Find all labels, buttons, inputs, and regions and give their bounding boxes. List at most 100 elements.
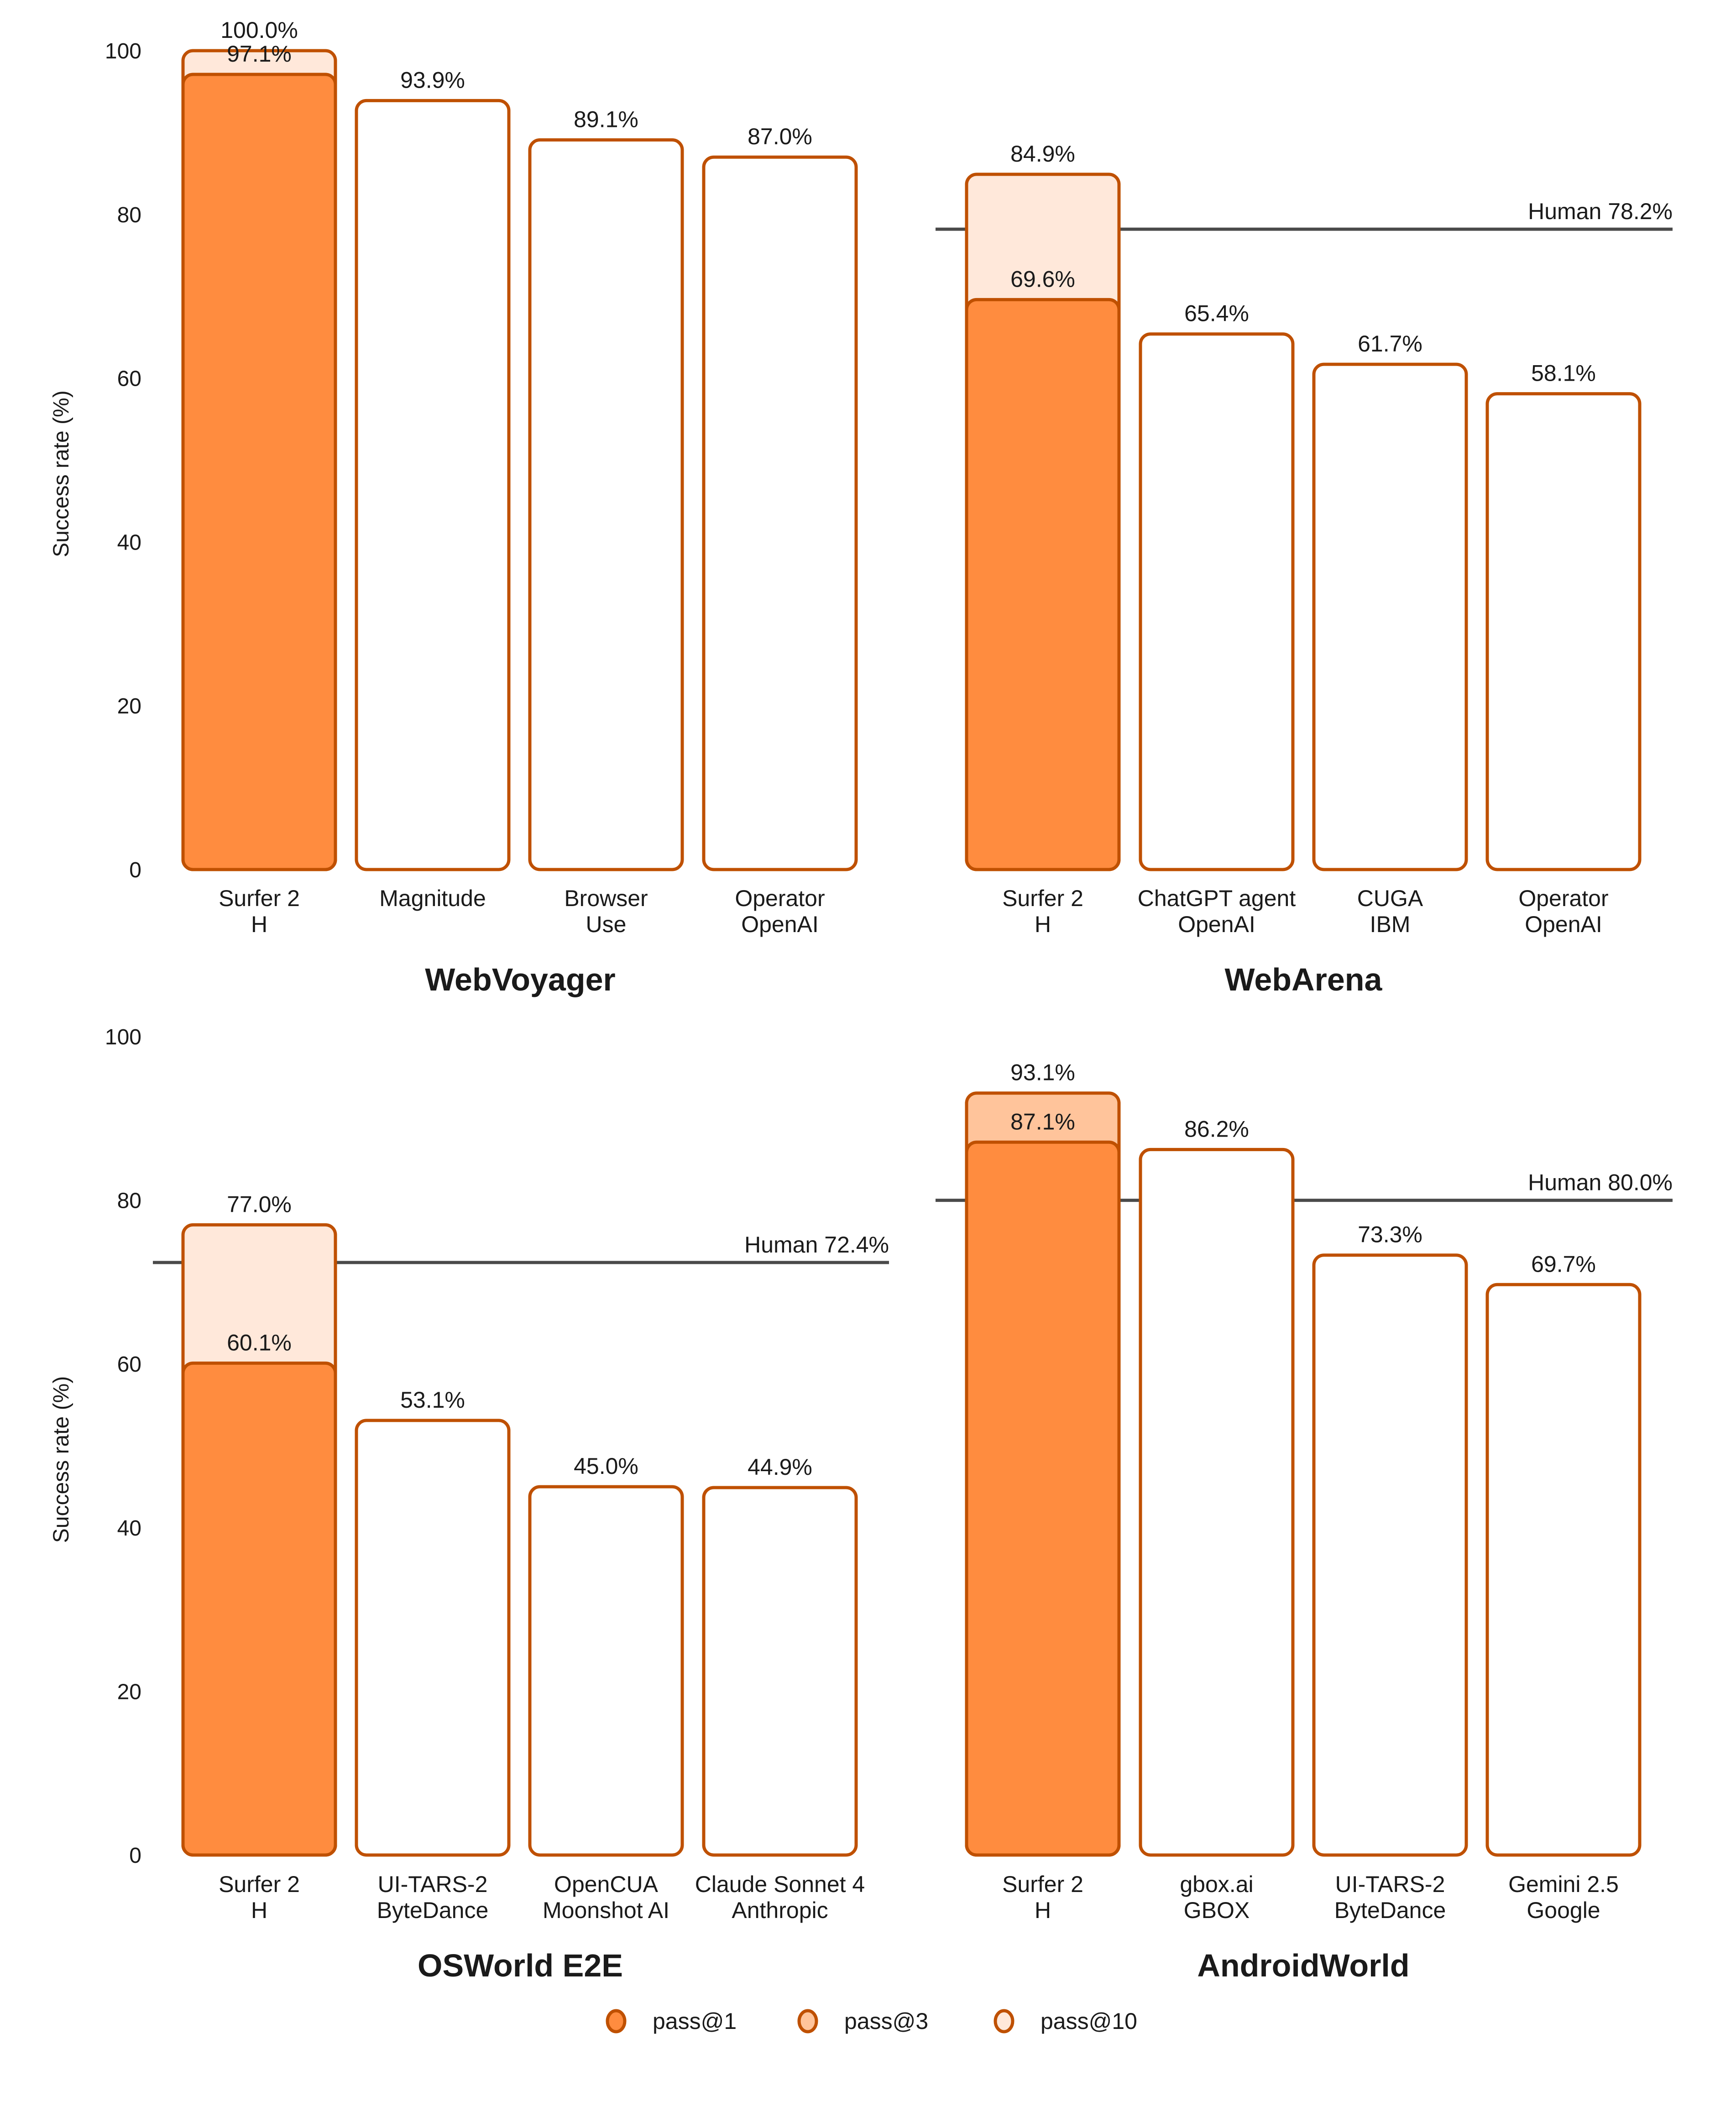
x-tick-label-org: Moonshot AI <box>543 1897 669 1923</box>
x-tick-label-name: Gemini 2.5 <box>1508 1871 1619 1897</box>
bar-baseline <box>528 1485 684 1857</box>
y-axis-label: Success rate (%) <box>49 1376 73 1543</box>
x-tick-label-org: IBM <box>1370 912 1411 937</box>
x-tick-label-org: Use <box>586 912 627 937</box>
bar-baseline <box>1485 392 1642 871</box>
legend: pass@1 pass@3 pass@10 <box>606 2008 1137 2034</box>
chart-title: OSWorld E2E <box>418 1948 623 1983</box>
chart-title: WebVoyager <box>425 962 616 997</box>
chart-title: AndroidWorld <box>1197 1948 1409 1983</box>
x-tick-label-name: CUGA <box>1357 886 1423 911</box>
x-tick-label-name: Surfer 2 <box>1002 1871 1083 1897</box>
bar-baseline <box>1139 332 1295 871</box>
chart-panel-webarena: 69.6% 84.9% 65.4% 61.7% 58.1% Human 78.2% Surf… <box>936 141 1673 997</box>
x-tick-label-name: ChatGPT agent <box>1138 886 1296 911</box>
bar-value-label: 61.7% <box>1358 331 1422 356</box>
bar-value-label: 93.9% <box>400 67 465 93</box>
bar-value-label: 97.1% <box>227 41 292 67</box>
chart-panel-androidworld: 87.1% 93.1% 86.2% 73.3% 69.7% Human 80.0% Surf… <box>936 1060 1673 1983</box>
human-baseline-label: Human 78.2% <box>1528 199 1673 224</box>
y-tick-label: 20 <box>117 1680 141 1704</box>
x-tick-label-name: UI-TARS-2 <box>1335 1871 1445 1897</box>
x-tick-label-name: OpenCUA <box>554 1871 659 1897</box>
legend-item-pass3: pass@3 <box>797 2008 928 2034</box>
x-tick-label-name: Surfer 2 <box>1002 886 1083 911</box>
y-tick-label: 40 <box>117 1516 141 1541</box>
bar-baseline <box>355 1419 511 1857</box>
chart-panel-webvoyager: 0 20 40 60 80 100 Success rate (%) 97.1%100.0% 9… <box>49 17 858 997</box>
y-axis-label: Success rate (%) <box>49 390 73 557</box>
y-tick-label: 80 <box>117 1189 141 1213</box>
bar-pass1 <box>181 73 337 871</box>
bar-baseline <box>1485 1283 1642 1857</box>
y-tick-label: 20 <box>117 694 141 718</box>
x-tick-label-name: Claude Sonnet 4 <box>695 1871 865 1897</box>
bar-value-label: 93.1% <box>1010 1060 1075 1085</box>
legend-swatch-icon <box>606 2009 627 2034</box>
x-tick-label-org: GBOX <box>1184 1897 1250 1923</box>
legend-item-pass1: pass@1 <box>606 2008 737 2034</box>
bar-value-label: 87.1% <box>1010 1109 1075 1134</box>
chart-title: WebArena <box>1225 962 1383 997</box>
x-tick-label-org: H <box>251 1897 267 1923</box>
legend-label: pass@1 <box>653 2008 737 2034</box>
x-tick-label-org: H <box>251 912 267 937</box>
bar-value-label: 86.2% <box>1184 1116 1249 1142</box>
bar-value-label: 100.0% <box>220 17 298 43</box>
x-tick-label-org: ByteDance <box>1334 1897 1446 1923</box>
bar-baseline <box>355 99 511 871</box>
x-tick-label-org: Anthropic <box>732 1897 828 1923</box>
x-tick-label-name: Operator <box>735 886 825 911</box>
legend-label: pass@10 <box>1041 2008 1137 2034</box>
bar-pass1 <box>965 1140 1121 1857</box>
y-tick-label: 40 <box>117 530 141 555</box>
bar-value-label: 44.9% <box>748 1454 812 1480</box>
bar-value-label: 53.1% <box>400 1387 465 1413</box>
legend-swatch-icon <box>993 2009 1014 2034</box>
x-tick-label-name: Surfer 2 <box>219 1871 300 1897</box>
x-tick-label-name: Operator <box>1518 886 1608 911</box>
bar-value-label: 69.6% <box>1010 266 1075 292</box>
x-tick-label-org: ByteDance <box>377 1897 489 1923</box>
y-tick-label: 0 <box>129 1844 141 1868</box>
x-tick-label-name: Magnitude <box>379 886 486 911</box>
legend-swatch-icon <box>797 2009 818 2034</box>
x-tick-label-org: OpenAI <box>1178 912 1255 937</box>
x-tick-label-name: UI-TARS-2 <box>378 1871 488 1897</box>
x-tick-label-org: H <box>1035 912 1051 937</box>
bar-value-label: 77.0% <box>227 1191 292 1217</box>
bar-value-label: 87.0% <box>748 124 812 149</box>
y-tick-label: 100 <box>105 1025 141 1049</box>
legend-item-pass10: pass@10 <box>993 2008 1137 2034</box>
bar-value-label: 58.1% <box>1531 361 1596 386</box>
x-tick-label-name: Surfer 2 <box>219 886 300 911</box>
bar-pass1 <box>181 1361 337 1857</box>
bar-value-label: 84.9% <box>1010 141 1075 167</box>
x-tick-label-name: gbox.ai <box>1180 1871 1253 1897</box>
y-tick-label: 60 <box>117 1352 141 1377</box>
chart-panel-osworld-e2e: 0 20 40 60 80 100 Success rate (%) 60.1% 77.0% 53… <box>49 1025 889 1983</box>
bar-baseline <box>528 138 684 871</box>
bar-baseline <box>1312 1253 1468 1857</box>
bar-baseline <box>702 155 858 871</box>
x-tick-label-name: Browser <box>564 886 648 911</box>
x-tick-label-org: H <box>1035 1897 1051 1923</box>
bar-value-label: 69.7% <box>1531 1251 1596 1277</box>
bar-value-label: 89.1% <box>574 107 638 132</box>
y-tick-label: 80 <box>117 203 141 227</box>
x-tick-label-org: Google <box>1527 1897 1600 1923</box>
bar-pass1 <box>965 298 1121 871</box>
x-tick-label-org: OpenAI <box>741 912 819 937</box>
y-tick-label: 0 <box>129 858 141 882</box>
bar-value-label: 45.0% <box>574 1453 638 1479</box>
bar-value-label: 60.1% <box>227 1330 292 1355</box>
bar-value-label: 73.3% <box>1358 1222 1422 1247</box>
bar-value-label: 65.4% <box>1184 301 1249 326</box>
human-baseline-label: Human 80.0% <box>1528 1170 1673 1195</box>
legend-label: pass@3 <box>844 2008 928 2034</box>
human-baseline-label: Human 72.4% <box>744 1232 889 1258</box>
y-tick-label: 60 <box>117 367 141 391</box>
x-tick-label-org: OpenAI <box>1525 912 1602 937</box>
y-tick-label: 100 <box>105 39 141 63</box>
